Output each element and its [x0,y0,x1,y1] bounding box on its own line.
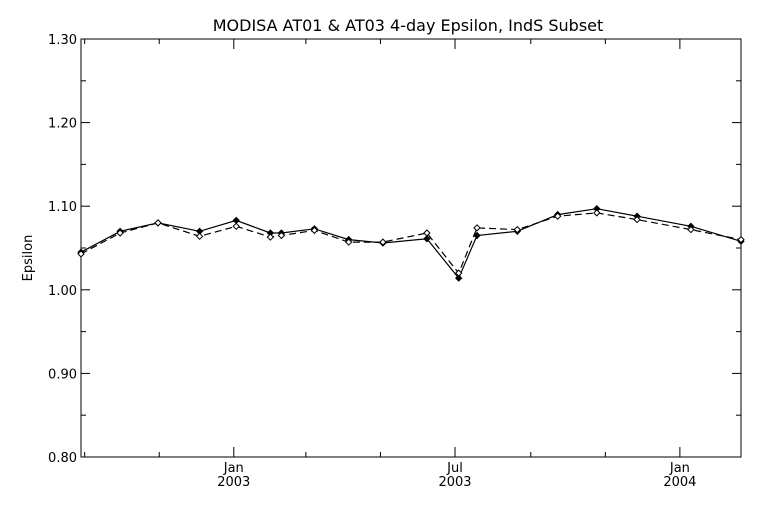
series-2-point [633,215,641,224]
series-1-point [423,235,431,243]
axes-group: 0.800.901.001.101.201.30Jan2003Jul2003Ja… [48,33,741,490]
y-axis-label: Epsilon [21,235,36,282]
series-2-point [344,238,353,246]
series-2-line [80,212,742,275]
y-tick-label: 1.10 [48,200,77,215]
series-2-point [513,225,522,234]
series-group [77,204,745,282]
series-2-point [310,226,319,235]
series-2-point [737,235,745,244]
y-tick-label: 0.80 [48,451,77,466]
series-2-point [154,219,162,227]
series-2-point [423,229,431,237]
series-2-point [195,232,204,241]
x-tick-year: 2004 [663,475,696,490]
x-tick-year: 2003 [438,475,471,490]
series-2-point [277,231,286,240]
x-tick-month: Jul [446,461,463,476]
series-1-point [232,216,240,225]
x-tick-year: 2003 [217,475,250,490]
series-2-point [232,222,240,231]
y-tick-label: 1.30 [48,33,77,48]
series-2-point [77,250,85,258]
series-1-point [454,274,463,282]
series-2-point [116,229,124,237]
series-2-point [687,225,695,234]
y-tick-label: 1.00 [48,284,77,299]
series-1-line [80,208,742,280]
x-tick-month: Jan [669,461,690,476]
series-2-point [473,224,481,232]
series-2-point [553,212,562,220]
series-2-point [379,238,387,246]
series-2-point [266,233,275,241]
plot-frame [80,38,742,458]
chart-title: MODISA AT01 & AT03 4-day Epsilon, IndS S… [213,16,604,35]
y-tick-label: 0.90 [48,367,77,382]
series-1-point [473,231,481,240]
series-2-point [593,209,601,217]
x-tick-month: Jan [223,461,244,476]
series-2-point [454,269,463,277]
y-tick-label: 1.20 [48,117,77,132]
